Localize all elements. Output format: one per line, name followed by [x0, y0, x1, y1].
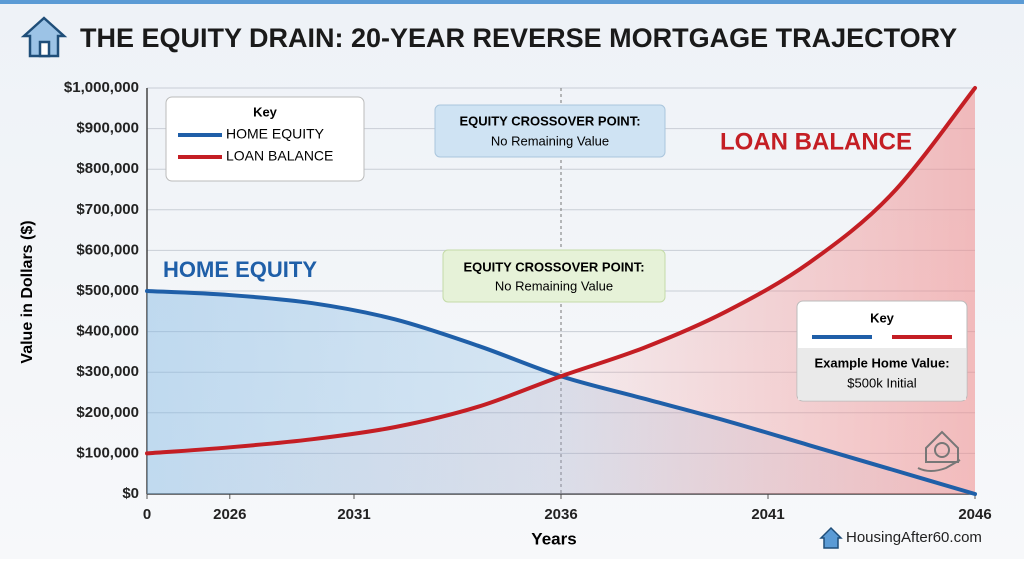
footer: HousingAfter60.com	[846, 529, 982, 546]
money-icon	[917, 430, 961, 472]
annotation: EQUITY CROSSOVER POINT: No Remaining Val…	[434, 104, 666, 158]
line	[145, 86, 977, 456]
y-tick-label: $600,000	[76, 241, 139, 258]
x-tick-label: 2036	[544, 506, 577, 523]
area	[147, 88, 975, 494]
example-key-title: Key	[870, 310, 895, 325]
plot: $0 $100,000 $200,000 $300,000 $400,000 $500,0…	[64, 79, 992, 523]
top-bar	[0, 0, 1024, 4]
annotation-title: EQUITY CROSSOVER POINT:	[463, 259, 644, 274]
y-axis-label: Value in Dollars ($)	[19, 220, 36, 363]
example-shade	[798, 348, 966, 400]
y-tick-label: $900,000	[76, 120, 139, 137]
x-tick-label: 0	[143, 506, 151, 523]
example-box: Key Example Home Value: $500k Initial	[796, 300, 968, 402]
x-tick-label: 2026	[213, 506, 246, 523]
house-icon	[20, 16, 68, 58]
example-text: $500k Initial	[847, 375, 916, 390]
annotation-text: No Remaining Value	[491, 133, 609, 148]
annotation-box	[442, 249, 666, 303]
y-tick-label: $700,000	[76, 201, 139, 218]
legend-label: HOME EQUITY	[226, 126, 325, 142]
x-tick-label: 2046	[958, 506, 991, 523]
example-title: Example Home Value:	[814, 355, 949, 370]
annotation-title: EQUITY CROSSOVER POINT:	[459, 113, 640, 128]
x-axis-label: Years	[531, 529, 576, 548]
y-tick-label: $1,000,000	[64, 79, 139, 96]
legend-label: LOAN BALANCE	[226, 148, 333, 164]
y-tick-label: $300,000	[76, 363, 139, 380]
y-tick-label: $0	[122, 485, 139, 502]
footer-icon	[819, 526, 843, 549]
y-tick-label: $100,000	[76, 444, 139, 461]
x-tick-label: 2041	[751, 506, 784, 523]
y-tick-label: $200,000	[76, 404, 139, 421]
x-tick-label: 2031	[337, 506, 370, 523]
y-tick-label: $500,000	[76, 282, 139, 299]
y-tick-label: $400,000	[76, 323, 139, 340]
annotation-text: No Remaining Value	[495, 278, 613, 293]
y-tick-label: $800,000	[76, 160, 139, 177]
legend: Key HOME EQUITY LOAN BALANCE	[165, 96, 365, 182]
series-label: HOME EQUITY	[163, 257, 317, 282]
annotation-box	[434, 104, 666, 158]
legend-title: Key	[253, 104, 278, 119]
annotation: EQUITY CROSSOVER POINT: No Remaining Val…	[442, 249, 666, 303]
chart-title: THE EQUITY DRAIN: 20-YEAR REVERSE MORTGA…	[80, 23, 957, 53]
legend-box	[165, 96, 365, 182]
series-label: LOAN BALANCE	[720, 128, 912, 155]
